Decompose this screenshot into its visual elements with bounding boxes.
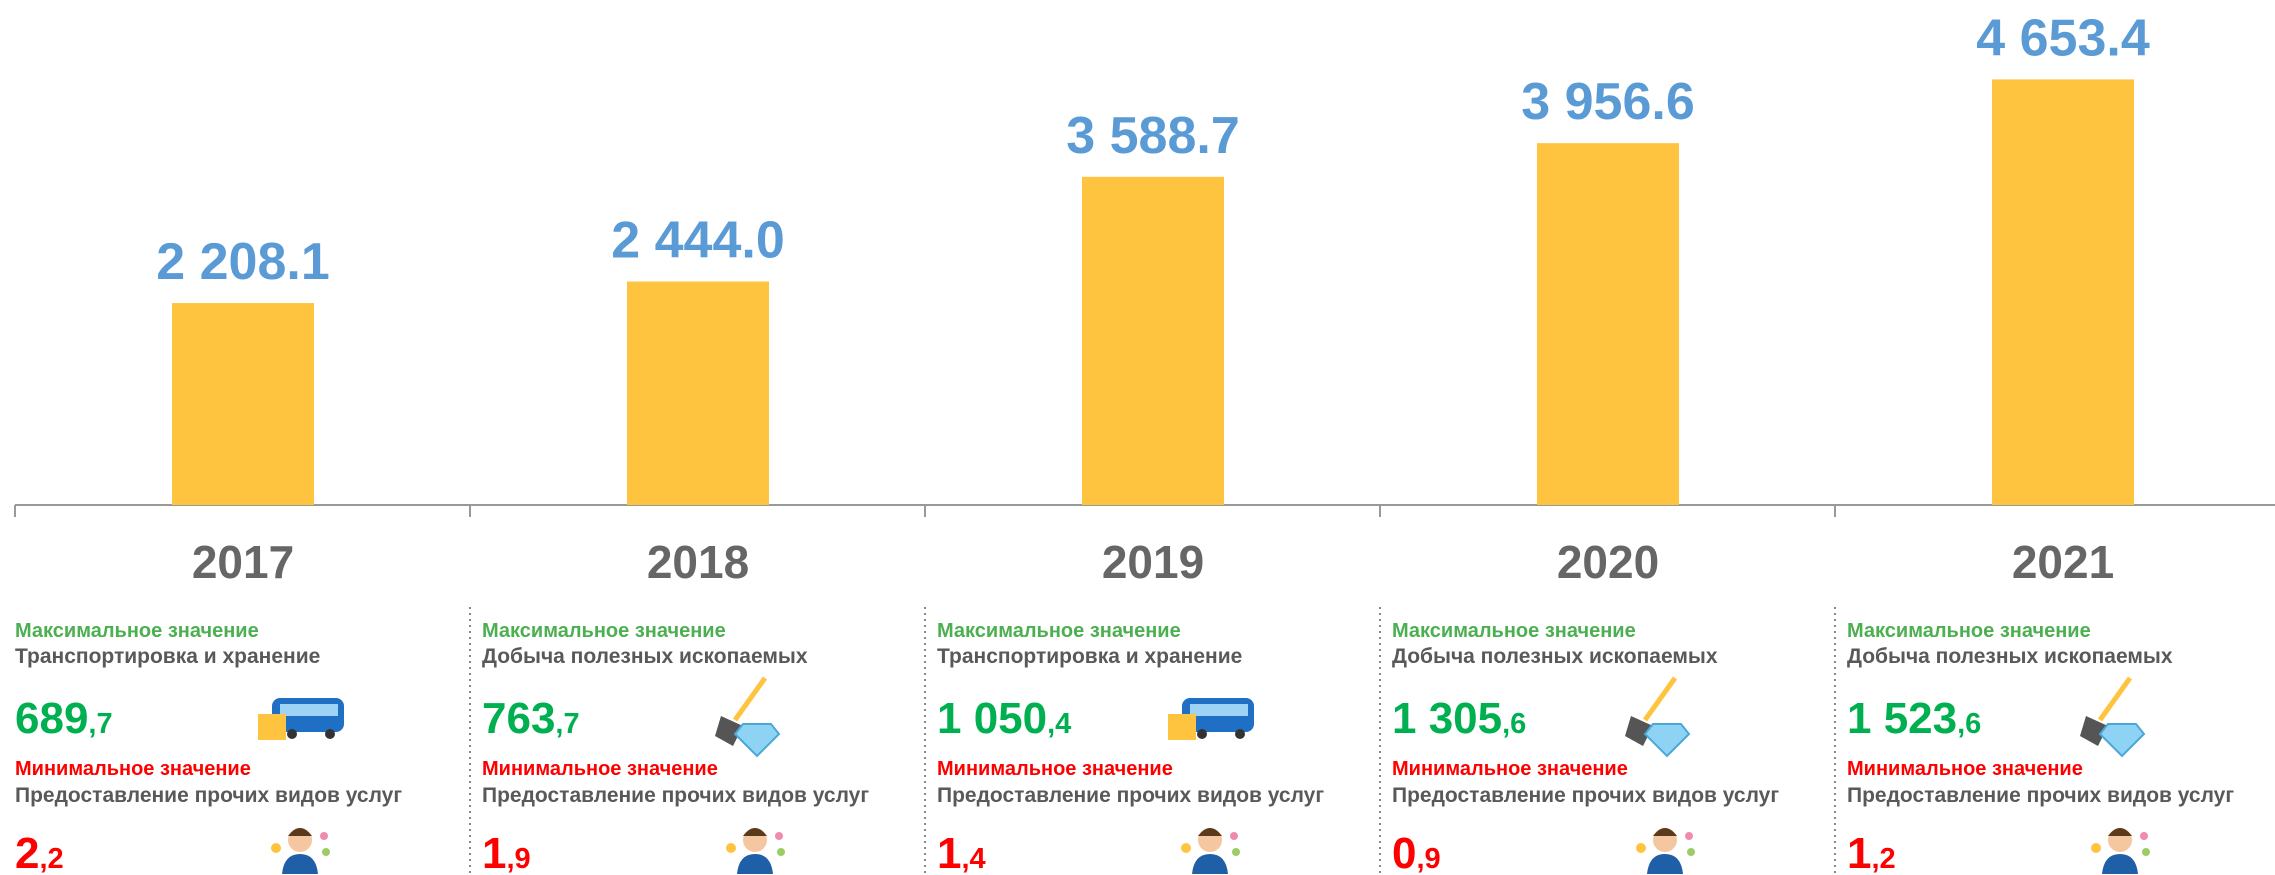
- min-value: 1,2: [1847, 829, 1896, 875]
- min-value: 0,9: [1392, 829, 1441, 875]
- bar: [1537, 143, 1679, 505]
- bar: [172, 303, 314, 505]
- coin: [271, 843, 281, 853]
- shovel-blade: [2080, 716, 2108, 746]
- coin: [1687, 848, 1695, 856]
- max-value: 763,7: [482, 694, 580, 743]
- min-value: 1,4: [937, 829, 986, 875]
- bar: [1992, 79, 2134, 505]
- x-tick-label: 2018: [647, 536, 749, 588]
- bar: [627, 281, 769, 505]
- coin: [322, 848, 330, 856]
- diamond: [1643, 723, 1691, 758]
- coin: [726, 843, 736, 853]
- min-label: Минимальное значение: [1847, 758, 2083, 780]
- min-value: 2,2: [15, 829, 64, 875]
- bus-window: [1190, 704, 1248, 716]
- min-label: Минимальное значение: [1392, 758, 1628, 780]
- x-tick-label: 2019: [1102, 536, 1204, 588]
- min-label: Минимальное значение: [482, 758, 718, 780]
- bus-icon: [258, 698, 344, 740]
- wheel: [1197, 729, 1207, 739]
- person-icon: [271, 828, 330, 874]
- mining-icon: [1625, 676, 1691, 758]
- min-label: Минимальное значение: [937, 758, 1173, 780]
- wheel: [287, 729, 297, 739]
- person-body: [1192, 854, 1228, 874]
- value-label: 3 588.7: [1066, 107, 1240, 165]
- max-label: Максимальное значение: [15, 620, 259, 642]
- shovel-blade: [715, 716, 743, 746]
- coin: [1636, 843, 1646, 853]
- person-hair: [1198, 828, 1222, 836]
- coin: [320, 832, 328, 840]
- max-value: 689,7: [15, 694, 113, 743]
- person-icon: [2091, 828, 2150, 874]
- person-hair: [743, 828, 767, 836]
- value-label: 4 653.4: [1976, 9, 2150, 67]
- x-tick-label: 2020: [1557, 536, 1659, 588]
- max-category: Добыча полезных ископаемых: [1392, 645, 1718, 668]
- coin: [775, 832, 783, 840]
- max-label: Максимальное значение: [1392, 620, 1636, 642]
- min-category: Предоставление прочих видов услуг: [1847, 784, 2234, 807]
- shovel-blade: [1625, 716, 1653, 746]
- coin: [1232, 848, 1240, 856]
- coin: [2091, 843, 2101, 853]
- max-value: 1 305,6: [1392, 694, 1526, 743]
- max-label: Максимальное значение: [482, 620, 726, 642]
- person-body: [737, 854, 773, 874]
- person-body: [2102, 854, 2138, 874]
- shovel-handle: [1642, 676, 1678, 722]
- max-value: 1 523,6: [1847, 694, 1981, 743]
- min-category: Предоставление прочих видов услуг: [1392, 784, 1779, 807]
- person-body: [1647, 854, 1683, 874]
- coin: [1685, 832, 1693, 840]
- max-label: Максимальное значение: [937, 620, 1181, 642]
- min-label: Минимальное значение: [15, 758, 251, 780]
- coin: [2142, 848, 2150, 856]
- coin: [1181, 843, 1191, 853]
- bus-icon: [1168, 698, 1254, 740]
- value-label: 2 444.0: [611, 211, 785, 269]
- diamond: [733, 723, 781, 758]
- max-category: Добыча полезных ископаемых: [482, 645, 808, 668]
- x-tick-label: 2021: [2012, 536, 2114, 588]
- min-category: Предоставление прочих видов услуг: [15, 784, 402, 807]
- box: [1168, 714, 1196, 740]
- max-value: 1 050,4: [937, 694, 1071, 743]
- max-label: Максимальное значение: [1847, 620, 2091, 642]
- coin: [1230, 832, 1238, 840]
- person-icon: [1181, 828, 1240, 874]
- diamond: [2098, 723, 2146, 758]
- mining-icon: [2080, 676, 2146, 758]
- wheel: [1235, 729, 1245, 739]
- coin: [777, 848, 785, 856]
- coin: [2140, 832, 2148, 840]
- shovel-handle: [732, 676, 768, 722]
- person-hair: [1653, 828, 1677, 836]
- min-value: 1,9: [482, 829, 531, 875]
- min-category: Предоставление прочих видов услуг: [937, 784, 1324, 807]
- shovel-handle: [2097, 676, 2133, 722]
- person-icon: [726, 828, 785, 874]
- person-hair: [288, 828, 312, 836]
- max-category: Добыча полезных ископаемых: [1847, 645, 2173, 668]
- max-category: Транспортировка и хранение: [15, 645, 320, 668]
- min-category: Предоставление прочих видов услуг: [482, 784, 869, 807]
- person-icon: [1636, 828, 1695, 874]
- value-label: 2 208.1: [156, 233, 330, 291]
- bar: [1082, 176, 1224, 506]
- wheel: [325, 729, 335, 739]
- x-tick-label: 2017: [192, 536, 294, 588]
- mining-icon: [715, 676, 781, 758]
- person-hair: [2108, 828, 2132, 836]
- box: [258, 714, 286, 740]
- max-category: Транспортировка и хранение: [937, 645, 1242, 668]
- value-label: 3 956.6: [1521, 73, 1695, 131]
- bus-window: [280, 704, 338, 716]
- person-body: [282, 854, 318, 874]
